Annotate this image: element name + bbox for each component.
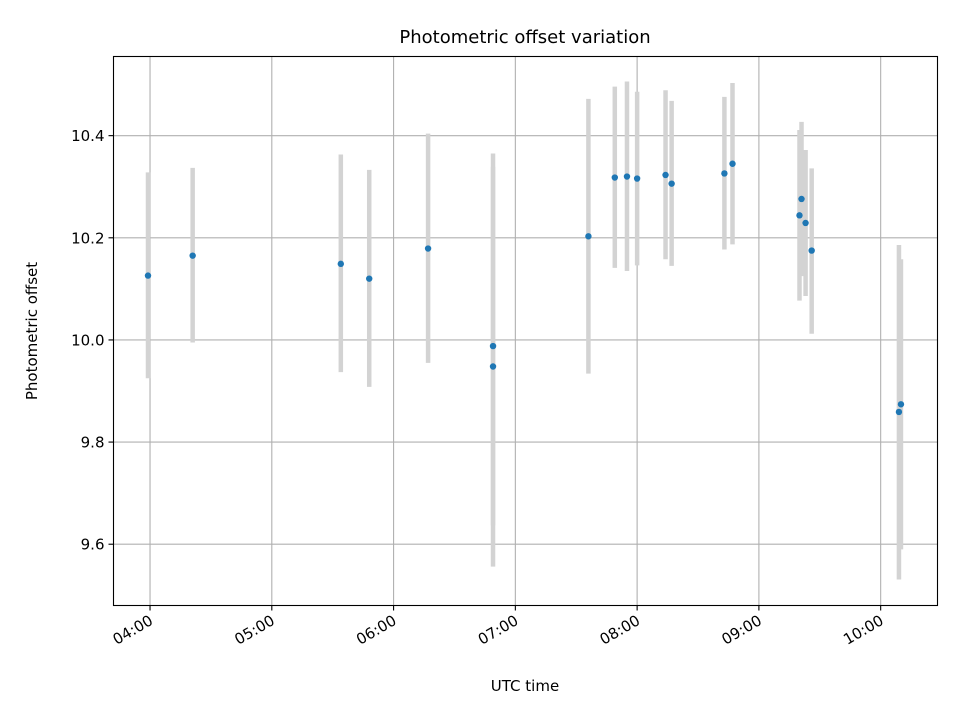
- x-tick-label: 07:00: [475, 611, 521, 648]
- x-tick-label: 06:00: [353, 611, 399, 648]
- data-point: [623, 173, 631, 180]
- x-tick-label: 04:00: [110, 611, 156, 648]
- x-axis-label: UTC time: [491, 677, 559, 695]
- data-point: [585, 233, 592, 240]
- point-layer: [144, 160, 905, 416]
- data-point: [611, 174, 619, 181]
- data-point: [721, 170, 728, 177]
- plot-frame: [112, 55, 939, 607]
- data-point: [668, 180, 675, 187]
- data-point: [489, 342, 497, 350]
- x-tick-label: 08:00: [597, 611, 643, 648]
- data-point: [798, 195, 805, 203]
- x-tick-label: 05:00: [231, 611, 277, 648]
- data-point: [796, 212, 803, 219]
- data-point: [489, 363, 497, 370]
- data-point: [729, 160, 736, 167]
- y-axis-label: Photometric offset: [23, 262, 41, 400]
- data-point: [897, 401, 905, 408]
- y-tick-label: 10.2: [71, 229, 104, 247]
- data-point: [189, 252, 196, 259]
- chart-title: Photometric offset variation: [399, 27, 650, 48]
- x-tick-label: 10:00: [840, 611, 886, 648]
- data-point: [802, 219, 809, 227]
- x-tick-label: 09:00: [718, 611, 764, 648]
- data-point: [662, 171, 669, 179]
- data-point: [808, 247, 815, 254]
- errorbar-layer: [145, 81, 904, 580]
- y-tick-label: 10.4: [71, 127, 104, 145]
- y-tick-label: 10.0: [71, 331, 104, 349]
- data-point: [366, 275, 373, 282]
- data-point: [337, 260, 345, 268]
- y-tick-label: 9.6: [81, 536, 105, 554]
- grid-layer: [113, 56, 938, 606]
- data-point: [144, 272, 152, 279]
- y-tick-label: 9.8: [81, 434, 105, 452]
- data-point: [895, 408, 903, 416]
- data-point: [633, 175, 641, 182]
- data-point: [424, 245, 432, 252]
